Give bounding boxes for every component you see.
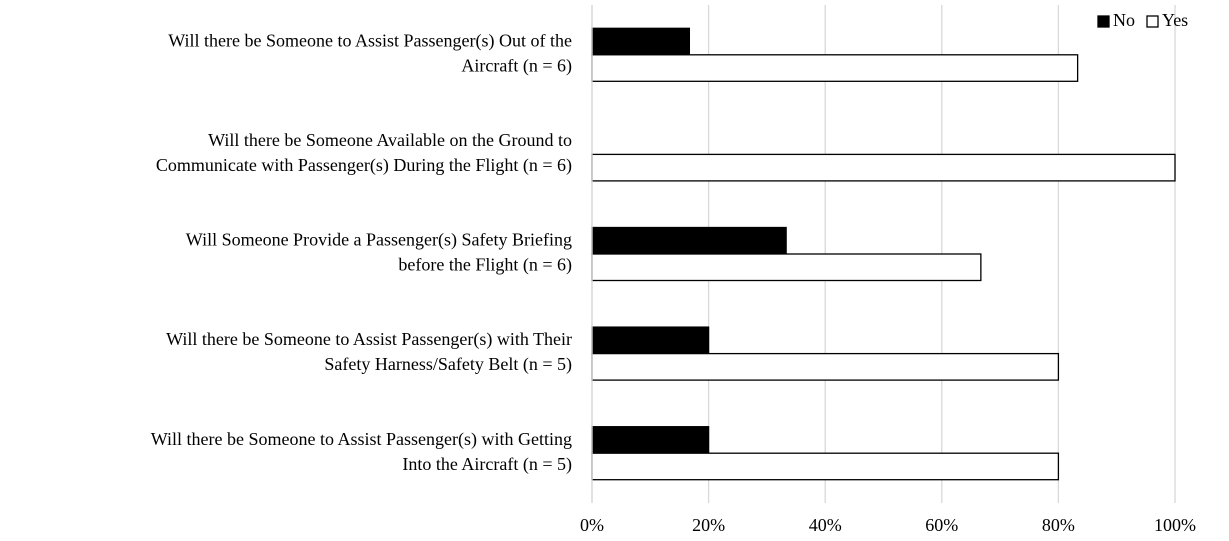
category-label: before the Flight (n = 6) — [398, 255, 572, 276]
category-label: Aircraft (n = 6) — [461, 55, 572, 76]
x-tick-label: 40% — [809, 515, 842, 535]
bar — [591, 352, 1060, 381]
bar — [591, 226, 787, 255]
bar — [591, 452, 1060, 481]
bar — [591, 326, 710, 355]
bar — [591, 426, 710, 454]
x-tick-label: 0% — [580, 515, 604, 535]
legend-swatch — [1146, 15, 1159, 28]
bar — [591, 27, 691, 56]
legend-swatch — [1097, 15, 1110, 28]
category-label: Safety Harness/Safety Belt (n = 5) — [324, 354, 572, 375]
category-label: Communicate with Passenger(s) During the… — [156, 155, 572, 176]
x-tick-label: 80% — [1042, 515, 1075, 535]
x-tick-label: 60% — [925, 515, 958, 535]
bar — [591, 153, 1176, 182]
bar — [591, 253, 982, 282]
category-label: Will there be Someone to Assist Passenge… — [166, 329, 572, 350]
category-label: Will there be Someone to Assist Passenge… — [168, 30, 572, 51]
category-label: Will there be Someone Available on the G… — [208, 130, 572, 150]
category-label: Into the Aircraft (n = 5) — [402, 454, 572, 475]
x-tick-label: 100% — [1154, 515, 1196, 535]
legend-label: Yes — [1162, 10, 1188, 30]
category-label: Will Someone Provide a Passenger(s) Safe… — [186, 230, 572, 251]
legend-label: No — [1113, 10, 1135, 30]
x-tick-label: 20% — [692, 515, 725, 535]
bar — [591, 54, 1079, 82]
category-label: Will there be Someone to Assist Passenge… — [151, 429, 572, 450]
